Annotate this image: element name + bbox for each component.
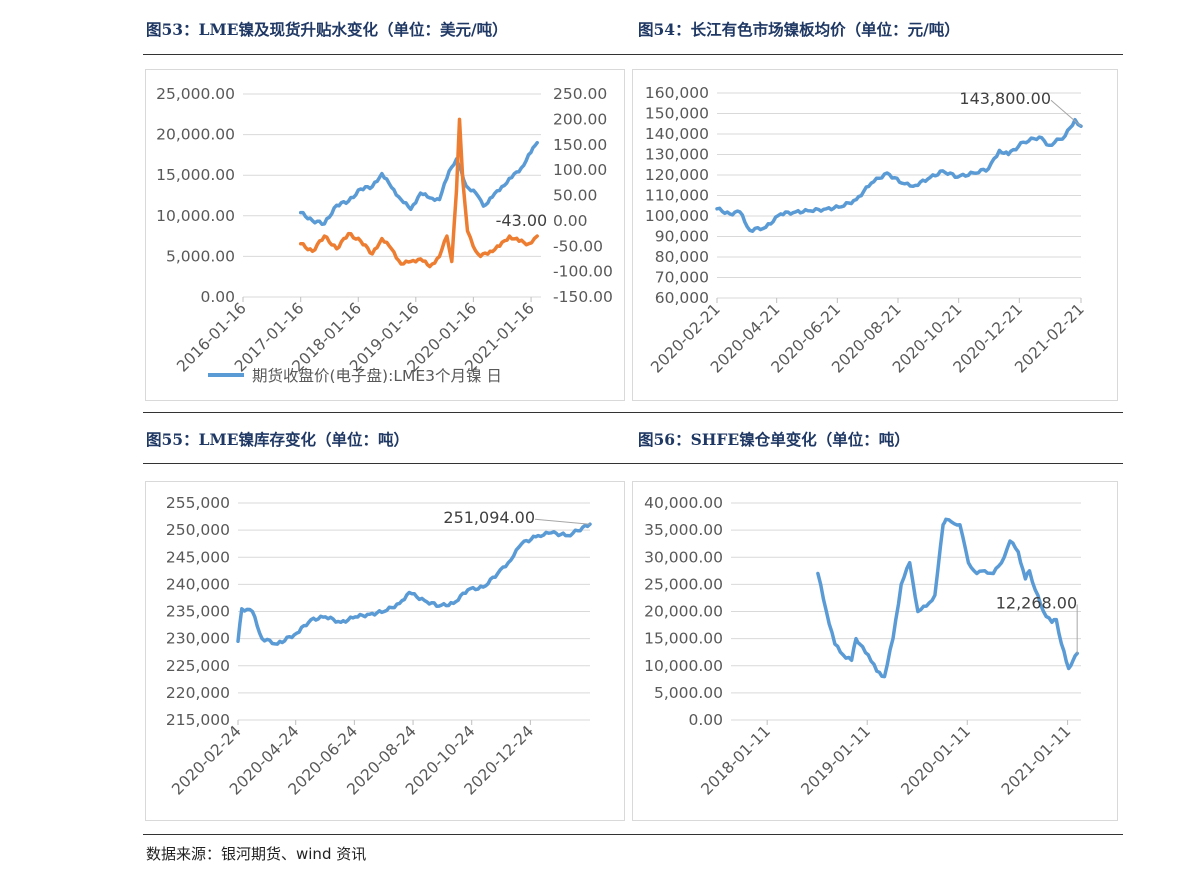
fig55-y-tick-label: 230,000: [166, 630, 230, 648]
fig54-y-tick-label: 150,000: [645, 105, 709, 123]
fig56-x-tick-label: 2020-01-11: [898, 722, 974, 798]
fig55-panel: 255,000 250,000 245,000 240,000 235,000 230,0…: [145, 481, 625, 821]
fig54-y-tick-label: 60,000: [655, 289, 709, 307]
fig53-y-tick-label: 15,000.00: [156, 166, 235, 184]
fig55-y-tick-label: 215,000: [166, 711, 230, 729]
fig55-y-tick-label: 220,000: [166, 684, 230, 702]
fig55-title: 图55：LME镍库存变化（单位：吨）: [146, 430, 409, 449]
fig53-y-tick-label: 25,000.00: [156, 85, 235, 103]
fig53-y-right-tick-label: 50.00: [553, 187, 597, 205]
fig56-y-tick-label: 0.00: [688, 711, 723, 729]
fig53-y-tick-label: 0.00: [200, 288, 235, 306]
fig56-y-tick-label: 40,000.00: [644, 494, 723, 512]
fig54-chart: 160,000 150,000 140,000 130,000 120,000 110,0…: [645, 84, 1088, 377]
fig53-y-tick-label: 10,000.00: [156, 207, 235, 225]
fig53-panel: 25,000.00 20,000.00 15,000.00 10,000.00 5,00…: [145, 69, 625, 401]
fig56-y-tick-label: 5,000.00: [654, 684, 723, 702]
fig54-annotation-leader: [1050, 99, 1082, 127]
fig56-x-tick-label: 2019-01-11: [798, 722, 874, 798]
fig54-y-tick-label: 90,000: [655, 228, 709, 246]
fig56-series-line-0: [816, 517, 1079, 679]
fig54-panel: 160,000 150,000 140,000 130,000 120,000 110,0…: [632, 69, 1118, 401]
fig53-legend-label: 期货收盘价(电子盘):LME3个月镍 日: [252, 366, 502, 385]
fig54-y-tick-label: 70,000: [655, 269, 709, 287]
data-source-note: 数据来源：银河期货、wind 资讯: [146, 845, 367, 863]
fig55-y-tick-label: 245,000: [166, 548, 230, 566]
fig56-x-tick-label: 2021-01-11: [998, 722, 1074, 798]
fig56-y-tick-label: 35,000.00: [644, 521, 723, 539]
fig54-annotation: 143,800.00: [959, 89, 1051, 108]
fig54-y-tick-label: 120,000: [645, 166, 709, 184]
fig56-y-tick-label: 20,000.00: [644, 603, 723, 621]
fig53-chart: 25,000.00 20,000.00 15,000.00 10,000.00 5,00…: [156, 85, 613, 385]
fig55-y-tick-label: 235,000: [166, 603, 230, 621]
fig53-y-right-tick-label: 250.00: [553, 85, 607, 103]
fig53-y-right-tick-label: 0.00: [553, 212, 588, 230]
fig53-y-tick-label: 5,000.00: [166, 247, 235, 265]
fig53-annotation: -43.00: [496, 211, 548, 230]
fig53-series-line-1: [298, 117, 539, 269]
fig55-y-tick-label: 240,000: [166, 575, 230, 593]
fig56-y-tick-label: 15,000.00: [644, 630, 723, 648]
fig55-y-tick-label: 250,000: [166, 521, 230, 539]
fig54-y-tick-label: 80,000: [655, 248, 709, 266]
fig54-series-line-0: [715, 117, 1083, 233]
fig53-y-right-tick-label: 150.00: [553, 136, 607, 154]
fig55-annotation: 251,094.00: [443, 508, 535, 527]
fig54-y-tick-label: 100,000: [645, 207, 709, 225]
middle-rule-lower: [143, 463, 1123, 464]
fig53-y-right-tick-label: 200.00: [553, 110, 607, 128]
fig54-y-tick-label: 110,000: [645, 187, 709, 205]
fig56-y-tick-label: 10,000.00: [644, 657, 723, 675]
fig53-series-line-0: [298, 140, 539, 227]
fig54-y-tick-label: 160,000: [645, 84, 709, 102]
fig53-y-right-tick-label: -150.00: [553, 288, 613, 306]
fig54-y-tick-label: 130,000: [645, 146, 709, 164]
bottom-rule: [143, 834, 1123, 835]
top-rule: [143, 54, 1123, 55]
fig54-title: 图54：长江有色市场镍板均价（单位：元/吨）: [638, 20, 960, 39]
fig53-legend: 期货收盘价(电子盘):LME3个月镍 日: [208, 366, 502, 385]
fig56-annotation: 12,268.00: [996, 593, 1077, 612]
fig53-y-right-tick-label: 100.00: [553, 161, 607, 179]
fig56-y-tick-label: 30,000.00: [644, 548, 723, 566]
fig53-y-tick-label: 20,000.00: [156, 126, 235, 144]
fig56-title: 图56：SHFE镍仓单变化（单位：吨）: [638, 430, 910, 449]
fig53-title: 图53：LME镍及现货升贴水变化（单位：美元/吨）: [146, 20, 508, 39]
middle-rule-upper: [143, 412, 1123, 413]
fig55-y-tick-label: 225,000: [166, 657, 230, 675]
fig53-y-right-tick-label: -50.00: [553, 237, 603, 255]
fig56-panel: 40,000.00 35,000.00 30,000.00 25,000.00 20,0…: [632, 481, 1118, 821]
fig54-y-tick-label: 140,000: [645, 125, 709, 143]
fig56-chart: 40,000.00 35,000.00 30,000.00 25,000.00 20,0…: [644, 494, 1081, 799]
fig55-series-line-0: [236, 522, 592, 646]
fig56-y-tick-label: 25,000.00: [644, 575, 723, 593]
fig55-y-tick-label: 255,000: [166, 494, 230, 512]
fig53-y-right-tick-label: -100.00: [553, 263, 613, 281]
fig55-annotation-leader: [534, 518, 591, 525]
fig56-x-tick-label: 2018-01-11: [698, 722, 774, 798]
fig55-chart: 255,000 250,000 245,000 240,000 235,000 230,0…: [166, 494, 592, 799]
